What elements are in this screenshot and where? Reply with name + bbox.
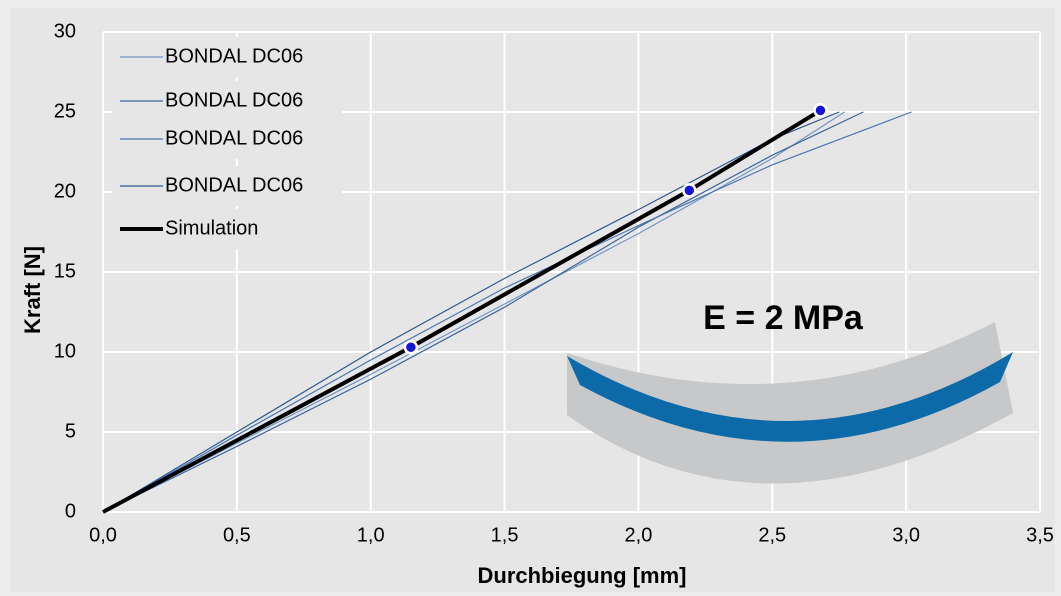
x-tick-label: 0,0 [89, 524, 117, 546]
y-axis-title: Kraft [N] [20, 246, 45, 334]
legend-label: BONDAL DC06 [165, 174, 303, 196]
y-tick-label: 20 [54, 180, 76, 202]
x-axis-title: Durchbiegung [mm] [478, 563, 687, 588]
inset-stripe [567, 352, 1013, 442]
legend-label: BONDAL DC06 [165, 127, 303, 149]
series-line [102, 108, 822, 514]
y-tick-label: 5 [65, 420, 76, 442]
y-tick-label: 10 [54, 340, 76, 362]
data-point [403, 339, 419, 355]
y-tick-label: 0 [65, 500, 76, 522]
series-line [102, 111, 864, 513]
x-tick-label: 2,0 [625, 524, 653, 546]
y-tick-label: 30 [54, 20, 76, 42]
x-tick-label: 2,5 [758, 524, 786, 546]
annotation: E = 2 MPa [703, 299, 864, 337]
inset-illustration [567, 322, 1013, 484]
series-line [102, 111, 845, 513]
series-line [102, 111, 912, 513]
legend-label: Simulation [165, 217, 258, 239]
legend-label: BONDAL DC06 [165, 45, 303, 67]
data-point [682, 183, 697, 198]
legend-label: BONDAL DC06 [165, 89, 303, 111]
x-tick-label: 0,5 [223, 524, 251, 546]
x-tick-label: 3,0 [892, 524, 920, 546]
data-point [813, 103, 828, 118]
x-tick-label: 1,0 [357, 524, 385, 546]
y-tick-label: 15 [54, 260, 76, 282]
x-tick-label: 3,5 [1026, 524, 1054, 546]
inset-band [567, 322, 1013, 484]
y-tick-label: 25 [54, 100, 76, 122]
x-tick-label: 1,5 [491, 524, 519, 546]
